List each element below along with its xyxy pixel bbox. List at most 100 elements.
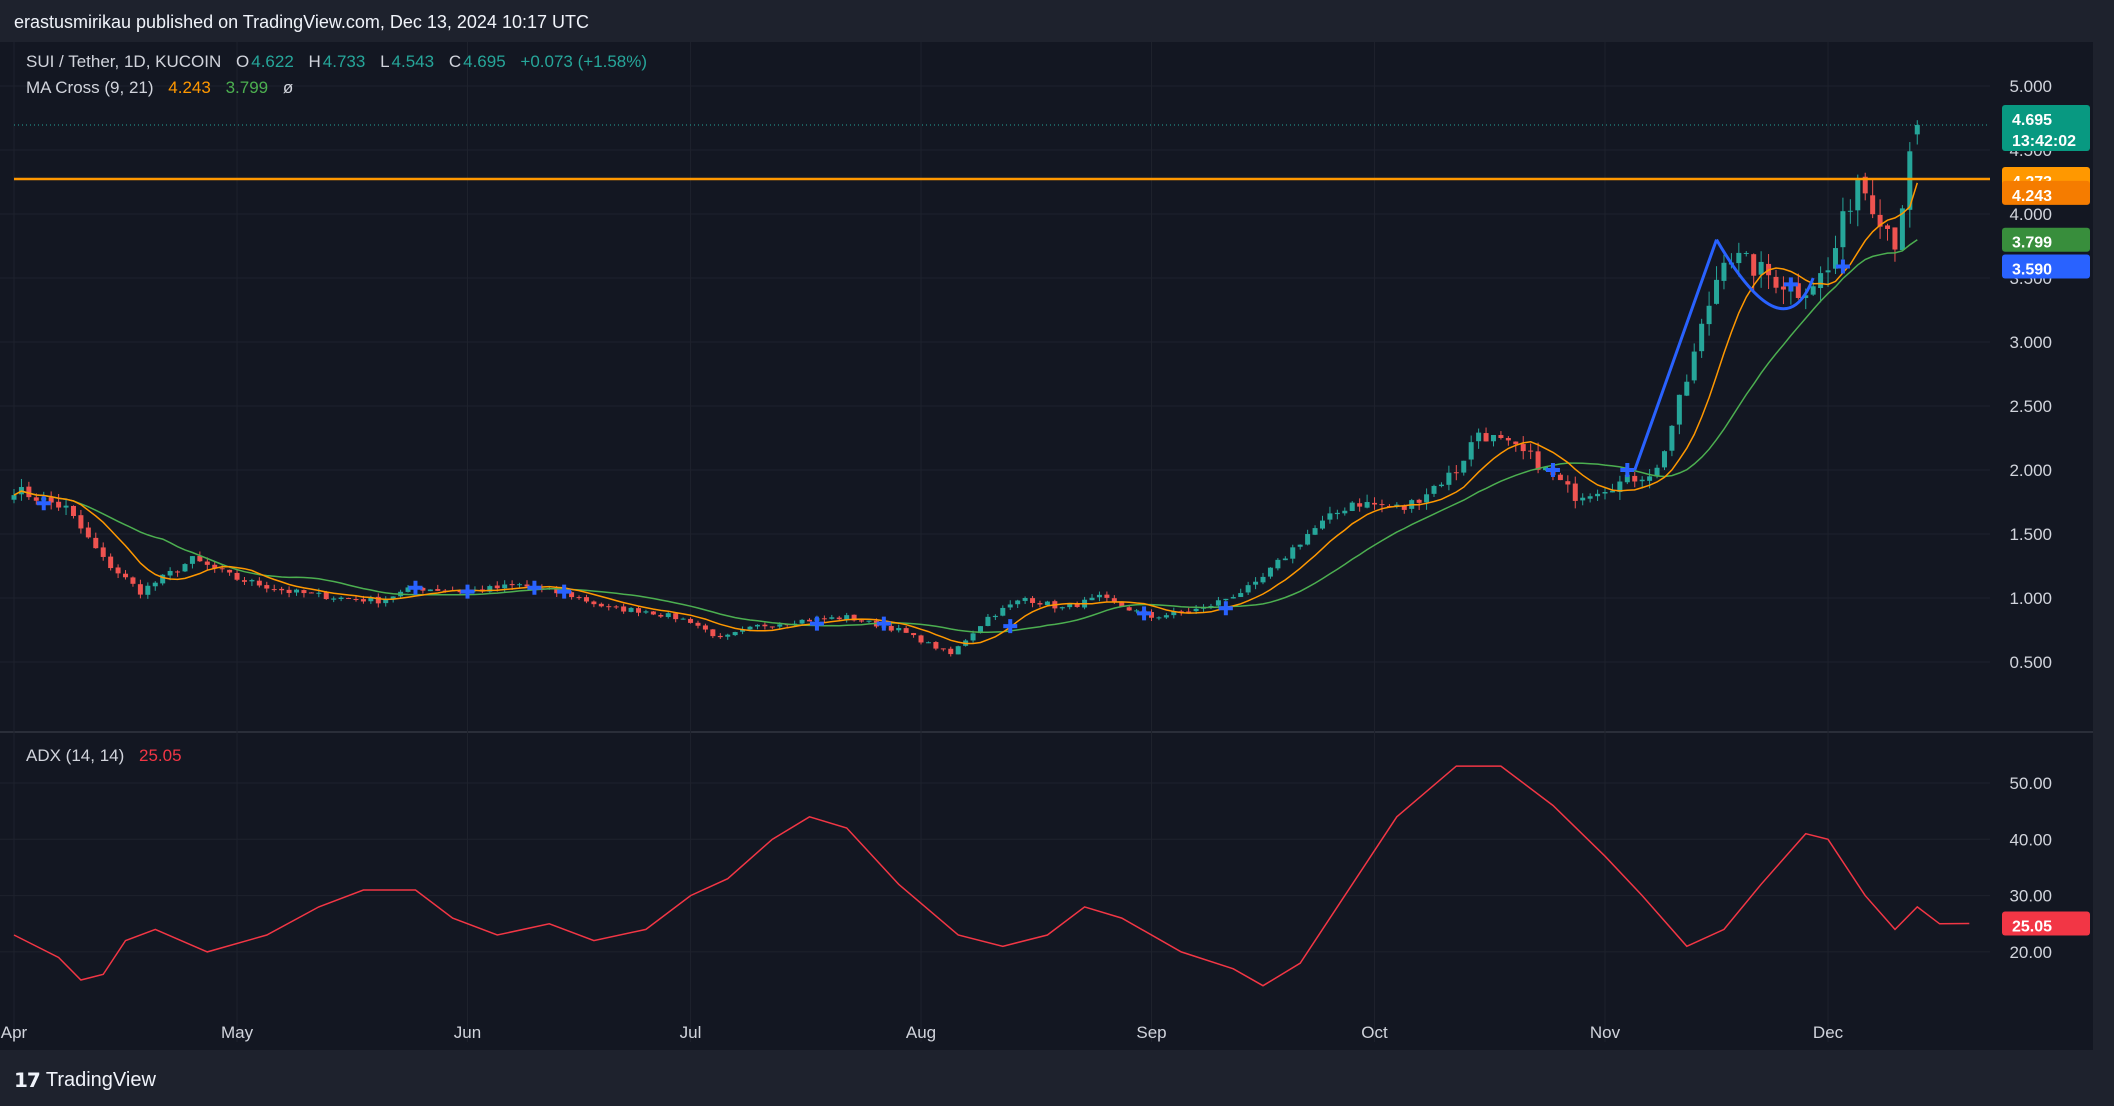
candle-body bbox=[673, 613, 679, 620]
candle-body bbox=[754, 624, 760, 627]
candle-body bbox=[725, 634, 731, 637]
candle-body bbox=[1245, 585, 1251, 593]
time-tick-label: Apr bbox=[1, 1023, 28, 1042]
time-tick-label: Jul bbox=[680, 1023, 702, 1042]
candle-body bbox=[48, 497, 54, 503]
candle-body bbox=[70, 505, 76, 516]
price-plot bbox=[11, 120, 1990, 657]
adx-badge-text: 25.05 bbox=[2012, 918, 2052, 935]
candle-body bbox=[1431, 485, 1437, 494]
time-tick-label: Aug bbox=[906, 1023, 936, 1042]
candle-body bbox=[1104, 594, 1110, 598]
candle-body bbox=[1007, 604, 1013, 608]
chart-svg[interactable]: 0.5001.0001.5002.0002.5003.0003.5004.000… bbox=[0, 42, 2114, 1050]
candle-body bbox=[911, 633, 917, 636]
price-tick-label: 0.500 bbox=[2009, 653, 2052, 672]
ma-slow-line bbox=[13, 239, 1918, 633]
ma-cross-marker bbox=[557, 584, 572, 599]
candle-body bbox=[93, 537, 99, 549]
candle-body bbox=[1773, 276, 1779, 288]
candle-body bbox=[108, 556, 114, 569]
ma-cross-marker bbox=[36, 496, 51, 511]
candle-body bbox=[1282, 558, 1288, 561]
candle-body bbox=[740, 629, 746, 632]
time-tick-label: Oct bbox=[1361, 1023, 1388, 1042]
candle-body bbox=[63, 505, 69, 508]
symbol-title: SUI / Tether, 1D, KUCOIN bbox=[26, 52, 222, 71]
candle-body bbox=[1647, 476, 1653, 481]
price-tick-label: 4.000 bbox=[2009, 205, 2052, 224]
candle-body bbox=[1617, 481, 1623, 492]
candle-body bbox=[702, 625, 708, 630]
candle-body bbox=[1758, 261, 1764, 275]
candle-body bbox=[1870, 195, 1876, 215]
candle-body bbox=[1357, 503, 1363, 507]
right-scrollbar[interactable] bbox=[2093, 42, 2114, 1050]
trend-line-annotation bbox=[1633, 239, 1718, 471]
candle-body bbox=[1305, 534, 1311, 545]
candle-body bbox=[316, 592, 322, 594]
candle-body bbox=[1476, 432, 1482, 442]
candle-body bbox=[160, 574, 166, 584]
ma-cross-marker bbox=[876, 616, 891, 631]
candle-body bbox=[1208, 605, 1214, 608]
ma-fast-badge-text: 4.243 bbox=[2012, 188, 2052, 205]
candle-body bbox=[1111, 598, 1117, 602]
candle-body bbox=[502, 584, 508, 589]
candle-body bbox=[821, 618, 827, 620]
ma-legend: MA Cross (9, 21) 4.243 3.799 ø bbox=[26, 78, 295, 98]
candle-body bbox=[264, 585, 270, 589]
candle-body bbox=[494, 585, 500, 589]
candle-body bbox=[992, 615, 998, 618]
symbol-legend: SUI / Tether, 1D, KUCOIN O 4.622 H 4.733 L… bbox=[26, 52, 649, 72]
candle-body bbox=[145, 585, 151, 595]
candle-body bbox=[1319, 520, 1325, 529]
candle-body bbox=[271, 589, 277, 591]
candle-body bbox=[368, 597, 374, 602]
candle-body bbox=[308, 592, 314, 594]
candle-body bbox=[665, 613, 671, 618]
candle-body bbox=[1156, 617, 1162, 619]
adx-tick-label: 30.00 bbox=[2009, 887, 2052, 906]
candle-body bbox=[1059, 607, 1065, 609]
candle-body bbox=[1543, 466, 1549, 471]
ma-cross-marker bbox=[1620, 463, 1635, 477]
candle-body bbox=[896, 628, 902, 631]
candle-body bbox=[167, 570, 173, 576]
candle-body bbox=[85, 527, 91, 538]
candle-body bbox=[26, 486, 32, 498]
adx-legend: ADX (14, 14) 25.05 bbox=[26, 746, 184, 766]
candle-body bbox=[1505, 438, 1511, 441]
candle-body bbox=[1736, 252, 1742, 264]
candle-body bbox=[1134, 610, 1140, 612]
candle-body bbox=[1193, 608, 1199, 612]
candle-body bbox=[769, 626, 775, 628]
candle-body bbox=[1253, 581, 1259, 585]
candle-body bbox=[1119, 602, 1125, 607]
close-value: 4.695 bbox=[463, 52, 506, 71]
price-tick-label: 1.000 bbox=[2009, 589, 2052, 608]
candle-body bbox=[747, 626, 753, 630]
candle-body bbox=[1022, 598, 1028, 601]
candle-body bbox=[583, 597, 589, 602]
close-label: C bbox=[448, 52, 462, 71]
brand[interactable]: 𝟭𝟳 TradingView bbox=[14, 1068, 156, 1093]
adx-tick-label: 20.00 bbox=[2009, 943, 2052, 962]
candle-body bbox=[249, 580, 255, 582]
candle-body bbox=[844, 615, 850, 620]
candle-body bbox=[123, 573, 129, 578]
price-badge-text: 4.695 bbox=[2012, 112, 2052, 129]
open-value: 4.622 bbox=[251, 52, 294, 71]
chart-area[interactable]: 0.500 1.000 1.500 2.000 2.500 3.000 3.500 4.000… bbox=[0, 42, 2114, 1050]
candle-body bbox=[1453, 472, 1459, 474]
brand-label: TradingView bbox=[45, 1069, 156, 1091]
adx-plot bbox=[13, 765, 1970, 987]
candle-body bbox=[851, 614, 857, 621]
candle-body bbox=[78, 515, 84, 529]
candle-body bbox=[435, 589, 441, 591]
ma-slow-badge-text: 3.799 bbox=[2012, 235, 2052, 252]
candle-body bbox=[227, 569, 233, 573]
candle-body bbox=[1743, 252, 1749, 254]
candle-body bbox=[978, 626, 983, 634]
candle-body bbox=[628, 607, 634, 612]
